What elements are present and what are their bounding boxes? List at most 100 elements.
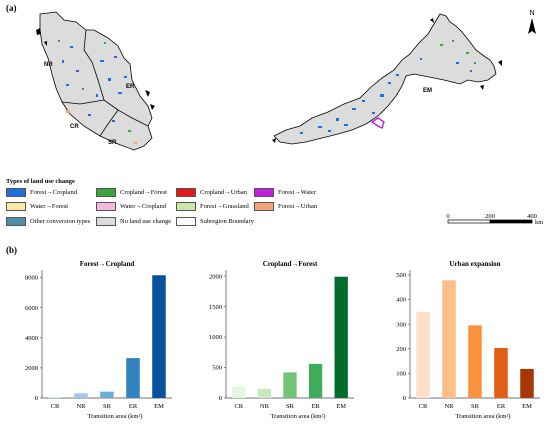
nr-er-boundary <box>83 29 105 101</box>
y-tick-label: 1500 <box>209 304 222 311</box>
region-label-em: EM <box>423 88 432 94</box>
scale-tick: 400 <box>527 213 537 220</box>
legend-item: Subregion Boundary <box>176 216 254 226</box>
bar <box>100 391 114 398</box>
x-axis-label: Transition area (km²) <box>270 413 325 420</box>
forest-cropland-patches-em <box>300 58 472 134</box>
bar <box>48 397 62 398</box>
x-tick-label: SR <box>286 403 295 410</box>
x-tick-label: EM <box>154 403 164 410</box>
legend-title: Types of land use change <box>6 178 75 185</box>
legend-item: Forest→Water <box>254 187 316 197</box>
panel-a-label: (a) <box>6 3 17 13</box>
legend-label: Water→Forest <box>30 202 69 210</box>
x-tick-label: ER <box>129 403 138 410</box>
legend-label: No land use change <box>120 217 172 225</box>
north-arrow-icon: N <box>528 10 536 34</box>
legend-label: Forest→Grassland <box>200 202 249 210</box>
legend-swatch <box>176 216 196 226</box>
island <box>480 85 484 90</box>
chart-cropland-forest: Cropland→Forest 0 500 1000 1500 2000 CR NR SR ER E… <box>209 260 354 420</box>
chart-title: Urban expansion <box>449 260 500 268</box>
legend-swatch <box>96 187 116 197</box>
legend-item: Forest→Grassland <box>176 201 249 211</box>
legend-item: No land use change <box>96 216 171 226</box>
bar <box>494 348 508 398</box>
y-tick-label: 300 <box>396 321 406 328</box>
bar <box>232 387 246 398</box>
bar <box>257 388 272 398</box>
legend-swatch <box>6 216 26 226</box>
bar <box>416 311 430 398</box>
legend-swatch <box>254 187 274 197</box>
x-tick-label: ER <box>311 403 320 410</box>
forest-urban-patches <box>66 110 137 144</box>
x-tick-label: EM <box>522 403 532 410</box>
legend-swatch <box>6 187 26 197</box>
forest-cropland-patches <box>62 46 127 122</box>
x-axis-label: Transition area (km²) <box>455 413 510 420</box>
scale-tick: 200 <box>485 213 495 220</box>
peninsular-malaysia <box>36 11 155 151</box>
x-tick-label: NR <box>260 403 270 410</box>
x-tick-label: NR <box>76 403 86 410</box>
legend-label: Cropland→Urban <box>200 188 247 196</box>
legend-item: Cropland→Urban <box>176 187 247 197</box>
y-tick-label: 2000 <box>209 273 222 280</box>
region-label-sr: SR <box>108 140 117 146</box>
island <box>498 60 502 66</box>
legend-label: Cropland→Forest <box>120 188 167 196</box>
chart-urban-expansion: Urban expansion 0 100 200 300 400 500 CR NR SR ER E… <box>396 260 540 420</box>
x-tick-label: CR <box>419 403 428 410</box>
y-tick-label: 100 <box>396 371 406 378</box>
bar <box>152 275 166 398</box>
x-tick-label: ER <box>497 403 506 410</box>
island <box>36 28 41 35</box>
legend-item: Forest→Cropland <box>6 187 77 197</box>
bar <box>74 393 88 398</box>
bar <box>283 372 297 398</box>
legend-label: Forest→Urban <box>278 202 317 210</box>
land-use-change-map: N <box>36 10 536 151</box>
scale-tick: 0 <box>446 213 449 220</box>
y-tick-label: 0 <box>219 395 222 402</box>
island <box>150 104 155 110</box>
chart-title: Forest→Cropland <box>80 260 135 268</box>
region-label-er: ER <box>126 84 135 90</box>
east-malaysia <box>272 13 502 145</box>
chart-title: Cropland→Forest <box>263 260 318 268</box>
x-tick-label: SR <box>471 403 480 410</box>
y-tick-label: 4000 <box>25 335 38 342</box>
island <box>272 138 276 143</box>
legend-swatch <box>254 201 274 211</box>
y-tick-label: 6000 <box>25 305 38 312</box>
legend-label: Other conversion types <box>30 217 91 225</box>
cr-boundary <box>61 99 119 111</box>
y-tick-label: 2000 <box>25 365 38 372</box>
legend-label: Water→Cropland <box>120 202 167 210</box>
legend-swatch <box>176 201 196 211</box>
scale-unit: km <box>535 219 543 226</box>
island <box>430 18 434 23</box>
x-tick-label: CR <box>51 403 60 410</box>
x-axis-label: Transition area (km²) <box>87 413 142 420</box>
em-outline <box>273 13 497 145</box>
y-tick-label: 500 <box>396 272 406 279</box>
legend-label: Subregion Boundary <box>200 217 254 225</box>
legend-swatch <box>176 187 196 197</box>
x-tick-label: CR <box>234 403 243 410</box>
island <box>145 90 150 97</box>
legend-item: Water→Cropland <box>96 201 166 211</box>
legend-item: Cropland→Forest <box>96 187 167 197</box>
bar <box>126 358 140 398</box>
x-tick-label: NR <box>444 403 454 410</box>
legend-item: Water→Forest <box>6 201 68 211</box>
legend-swatch <box>6 201 26 211</box>
bar <box>308 363 323 398</box>
forest-water-patch <box>370 117 385 129</box>
panel-b-label: (b) <box>6 245 17 255</box>
y-tick-label: 400 <box>396 297 406 304</box>
legend-swatch <box>96 216 116 226</box>
bar <box>468 325 482 398</box>
